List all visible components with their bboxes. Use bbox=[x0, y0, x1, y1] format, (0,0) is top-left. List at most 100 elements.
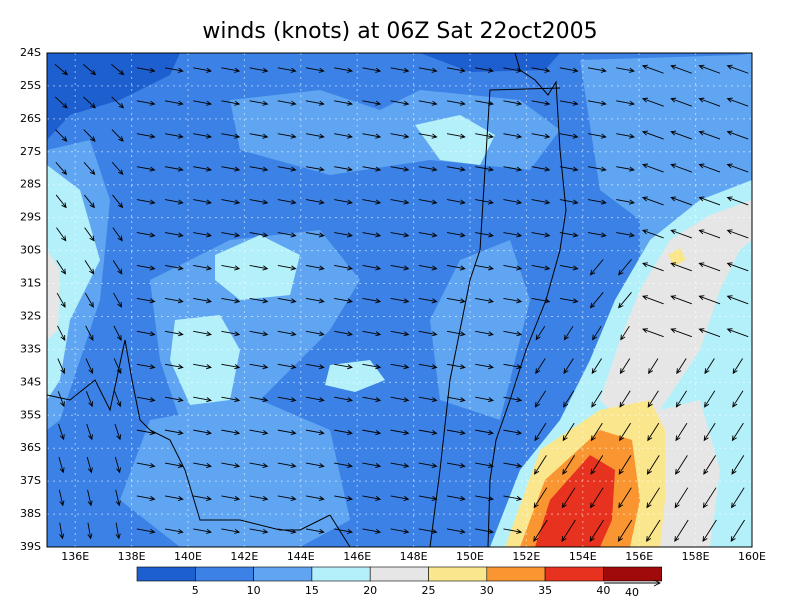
wind-arrow bbox=[277, 100, 297, 106]
wind-arrow bbox=[111, 129, 124, 142]
wind-arrow bbox=[503, 495, 523, 501]
wind-arrow bbox=[164, 297, 184, 304]
wind-arrow bbox=[446, 232, 466, 238]
wind-arrow bbox=[114, 423, 122, 441]
lon-tick-label: 158E bbox=[682, 550, 710, 563]
wind-arrow bbox=[193, 528, 212, 534]
wind-arrow bbox=[305, 462, 325, 469]
wind-arrow bbox=[503, 528, 523, 534]
lon-tick-label: 146E bbox=[343, 550, 371, 563]
shaded-region bbox=[120, 400, 350, 547]
wind-arrow bbox=[305, 528, 325, 534]
wind-arrow bbox=[277, 166, 297, 172]
wind-arrow bbox=[559, 265, 579, 271]
wind-arrow bbox=[221, 265, 241, 271]
colorbar-label: 35 bbox=[538, 584, 552, 597]
lat-tick-label: 35S bbox=[20, 408, 41, 421]
lon-tick-label: 156E bbox=[625, 550, 653, 563]
wind-arrow bbox=[418, 67, 438, 73]
wind-arrow bbox=[249, 265, 269, 271]
wind-arrow bbox=[475, 166, 494, 172]
wind-arrow bbox=[83, 194, 95, 209]
wind-arrow bbox=[193, 133, 212, 139]
wind-arrow bbox=[390, 166, 410, 172]
wind-arrow bbox=[418, 528, 438, 534]
wind-arrow bbox=[390, 199, 410, 205]
colorbar-label: 5 bbox=[192, 584, 199, 597]
wind-arrow bbox=[164, 396, 184, 403]
wind-arrow bbox=[193, 363, 212, 370]
wind-arrow bbox=[698, 130, 721, 140]
wind-arrow bbox=[503, 232, 523, 238]
wind-arrow bbox=[418, 462, 438, 469]
lat-tick-label: 25S bbox=[20, 79, 41, 92]
wind-arrow bbox=[55, 194, 67, 209]
wind-arrow bbox=[590, 422, 603, 442]
wind-arrow bbox=[641, 229, 664, 239]
wind-arrow bbox=[164, 528, 184, 534]
wind-arrow bbox=[277, 363, 297, 370]
colorbar-label: 20 bbox=[363, 584, 377, 597]
wind-arrow bbox=[475, 363, 494, 370]
wind-arrow bbox=[675, 390, 687, 408]
wind-arrow bbox=[59, 522, 65, 540]
lon-tick-label: 136E bbox=[61, 550, 89, 563]
wind-arrow bbox=[418, 429, 438, 436]
wind-arrow bbox=[475, 133, 494, 139]
wind-arrow bbox=[617, 519, 633, 542]
wind-arrow bbox=[641, 196, 664, 206]
wind-arrow bbox=[562, 422, 575, 442]
wind-arrow bbox=[446, 363, 466, 370]
wind-arrow bbox=[334, 297, 353, 304]
wind-arrow bbox=[305, 199, 325, 205]
wind-arrow bbox=[616, 67, 635, 73]
wind-arrow bbox=[164, 199, 184, 205]
wind-arrow bbox=[362, 462, 382, 469]
wind-arrow bbox=[698, 262, 721, 272]
wind-vectors bbox=[54, 63, 749, 542]
wind-arrow bbox=[221, 297, 241, 304]
wind-arrow bbox=[111, 161, 124, 176]
wind-arrow bbox=[277, 297, 297, 304]
wind-arrow bbox=[390, 232, 410, 238]
wind-arrow bbox=[731, 487, 745, 509]
wind-arrow bbox=[646, 455, 660, 475]
wind-arrow bbox=[111, 63, 125, 76]
wind-arrow bbox=[334, 495, 353, 501]
wind-arrow bbox=[193, 462, 212, 469]
wind-arrow bbox=[641, 262, 664, 272]
wind-arrow bbox=[136, 232, 156, 238]
wind-arrow bbox=[85, 325, 94, 341]
wind-arrow bbox=[136, 495, 156, 501]
wind-arrow bbox=[334, 396, 353, 403]
wind-arrow bbox=[249, 232, 269, 238]
wind-arrow bbox=[618, 455, 632, 475]
wind-arrow bbox=[112, 260, 123, 275]
wind-arrow bbox=[305, 166, 325, 172]
wind-arrow bbox=[592, 325, 602, 341]
wind-arrow bbox=[305, 429, 325, 436]
wind-arrow bbox=[305, 330, 325, 337]
wind-arrow bbox=[587, 133, 607, 139]
lat-tick-label: 27S bbox=[20, 145, 41, 158]
wind-arrow bbox=[559, 67, 579, 73]
wind-arrow bbox=[732, 390, 744, 408]
wind-arrow bbox=[641, 97, 664, 107]
wind-arrow bbox=[647, 422, 660, 442]
wind-arrow bbox=[390, 297, 410, 304]
lat-tick-label: 39S bbox=[20, 540, 41, 553]
wind-arrow bbox=[85, 358, 94, 375]
wind-arrow bbox=[534, 422, 547, 442]
wind-arrow bbox=[418, 265, 438, 271]
wind-arrow bbox=[277, 199, 297, 205]
wind-arrow bbox=[503, 166, 523, 172]
wind-arrow bbox=[726, 130, 749, 140]
wind-arrow bbox=[726, 163, 749, 173]
wind-arrow bbox=[390, 100, 410, 106]
wind-arrow bbox=[641, 64, 664, 74]
wind-arrow bbox=[362, 166, 382, 172]
wind-arrow bbox=[670, 328, 692, 338]
wind-arrow bbox=[475, 462, 494, 469]
wind-arrow bbox=[277, 133, 297, 139]
